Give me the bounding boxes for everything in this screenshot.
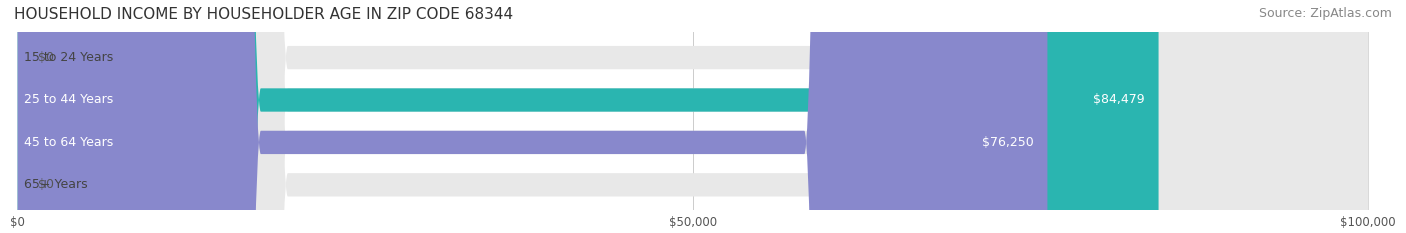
Text: $0: $0 [38, 178, 53, 191]
Text: 15 to 24 Years: 15 to 24 Years [24, 51, 114, 64]
FancyBboxPatch shape [18, 0, 1368, 233]
Text: $76,250: $76,250 [983, 136, 1033, 149]
FancyBboxPatch shape [18, 0, 1368, 233]
FancyBboxPatch shape [18, 0, 1159, 233]
Text: $0: $0 [38, 51, 53, 64]
Text: 25 to 44 Years: 25 to 44 Years [24, 93, 114, 106]
FancyBboxPatch shape [18, 0, 1368, 233]
FancyBboxPatch shape [18, 0, 1368, 233]
Text: HOUSEHOLD INCOME BY HOUSEHOLDER AGE IN ZIP CODE 68344: HOUSEHOLD INCOME BY HOUSEHOLDER AGE IN Z… [14, 7, 513, 22]
FancyBboxPatch shape [18, 0, 1047, 233]
Text: $84,479: $84,479 [1094, 93, 1144, 106]
Text: 45 to 64 Years: 45 to 64 Years [24, 136, 114, 149]
Text: Source: ZipAtlas.com: Source: ZipAtlas.com [1258, 7, 1392, 20]
Text: 65+ Years: 65+ Years [24, 178, 89, 191]
